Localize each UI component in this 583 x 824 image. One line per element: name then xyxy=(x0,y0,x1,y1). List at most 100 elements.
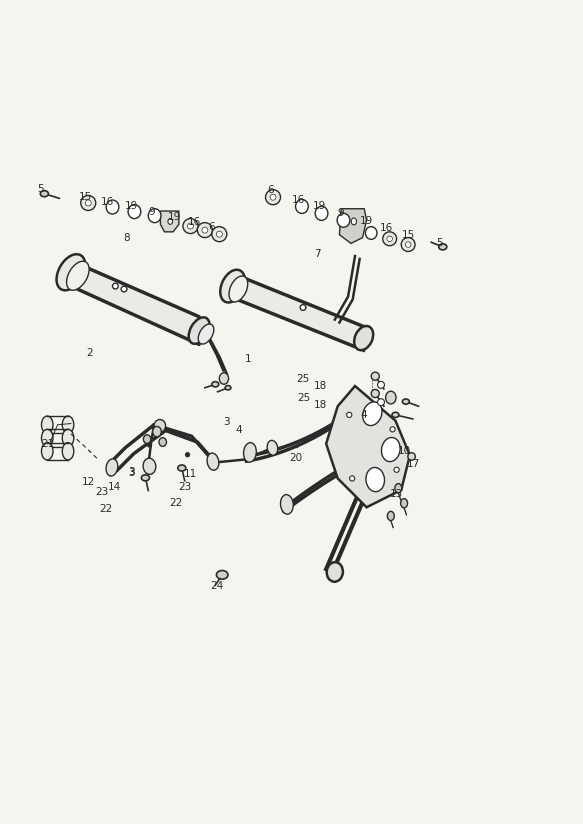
Ellipse shape xyxy=(405,241,411,247)
Polygon shape xyxy=(339,208,367,243)
Ellipse shape xyxy=(106,459,118,476)
Ellipse shape xyxy=(244,442,257,462)
Ellipse shape xyxy=(371,372,380,380)
Text: 9: 9 xyxy=(338,208,344,218)
Ellipse shape xyxy=(387,236,392,241)
Text: 8: 8 xyxy=(124,232,130,242)
Text: 25: 25 xyxy=(296,373,310,383)
Ellipse shape xyxy=(159,438,167,447)
Ellipse shape xyxy=(212,227,227,241)
Ellipse shape xyxy=(326,562,343,582)
Ellipse shape xyxy=(229,276,248,302)
Ellipse shape xyxy=(141,475,149,481)
Ellipse shape xyxy=(216,232,222,237)
Ellipse shape xyxy=(394,467,399,472)
Polygon shape xyxy=(326,386,410,508)
Text: 16: 16 xyxy=(380,223,394,233)
Ellipse shape xyxy=(189,317,209,344)
Text: 3: 3 xyxy=(128,467,134,477)
Text: 3: 3 xyxy=(223,418,230,428)
Text: 22: 22 xyxy=(99,504,112,514)
Ellipse shape xyxy=(225,386,231,390)
Text: 4: 4 xyxy=(360,410,367,420)
Ellipse shape xyxy=(408,452,415,461)
Text: 16: 16 xyxy=(292,194,305,204)
Ellipse shape xyxy=(183,218,198,233)
Text: 7: 7 xyxy=(314,249,321,259)
Ellipse shape xyxy=(270,194,276,200)
Ellipse shape xyxy=(147,442,152,447)
Ellipse shape xyxy=(80,195,96,210)
Ellipse shape xyxy=(366,227,377,239)
Ellipse shape xyxy=(143,435,151,443)
Ellipse shape xyxy=(402,399,409,405)
Ellipse shape xyxy=(280,494,293,514)
Text: 21: 21 xyxy=(41,439,54,449)
Ellipse shape xyxy=(41,416,53,433)
Text: 25: 25 xyxy=(297,393,311,403)
Ellipse shape xyxy=(62,442,74,460)
Ellipse shape xyxy=(143,458,156,475)
Text: 18: 18 xyxy=(314,400,327,410)
Text: 15: 15 xyxy=(79,192,92,202)
Ellipse shape xyxy=(128,204,141,218)
Ellipse shape xyxy=(207,453,219,471)
Ellipse shape xyxy=(392,412,399,418)
Ellipse shape xyxy=(202,227,208,233)
Text: 16: 16 xyxy=(188,217,201,227)
Ellipse shape xyxy=(401,499,408,508)
Ellipse shape xyxy=(401,237,415,251)
Ellipse shape xyxy=(385,391,396,404)
Text: 12: 12 xyxy=(82,477,95,488)
Ellipse shape xyxy=(378,382,384,388)
Ellipse shape xyxy=(148,208,161,222)
Polygon shape xyxy=(71,260,199,344)
Ellipse shape xyxy=(267,440,278,455)
Text: 14: 14 xyxy=(108,482,121,492)
Ellipse shape xyxy=(390,427,395,432)
Ellipse shape xyxy=(395,484,402,493)
Text: 23: 23 xyxy=(96,487,108,497)
Ellipse shape xyxy=(354,326,373,350)
Text: 22: 22 xyxy=(170,499,182,508)
Text: 13: 13 xyxy=(390,489,403,499)
Ellipse shape xyxy=(350,475,354,481)
Ellipse shape xyxy=(106,200,119,214)
Ellipse shape xyxy=(371,390,380,397)
Text: 4: 4 xyxy=(235,425,242,435)
Ellipse shape xyxy=(57,255,85,290)
Ellipse shape xyxy=(439,244,447,250)
Polygon shape xyxy=(233,274,364,350)
Text: 24: 24 xyxy=(210,582,223,592)
Ellipse shape xyxy=(212,382,219,387)
Ellipse shape xyxy=(382,232,396,246)
Ellipse shape xyxy=(153,427,161,437)
Text: 2: 2 xyxy=(86,348,93,358)
Ellipse shape xyxy=(188,223,194,229)
Text: 9: 9 xyxy=(149,207,155,217)
Text: 19: 19 xyxy=(124,201,138,212)
Ellipse shape xyxy=(168,218,173,224)
Ellipse shape xyxy=(220,269,245,302)
Ellipse shape xyxy=(337,213,350,227)
Ellipse shape xyxy=(62,416,74,433)
Text: 19: 19 xyxy=(360,216,373,226)
Text: 16: 16 xyxy=(101,197,114,207)
Text: 11: 11 xyxy=(184,470,197,480)
Ellipse shape xyxy=(219,372,229,384)
Text: 15: 15 xyxy=(402,230,415,241)
Text: 10: 10 xyxy=(398,447,410,456)
Text: 17: 17 xyxy=(408,459,420,469)
Ellipse shape xyxy=(378,399,384,405)
Ellipse shape xyxy=(85,200,92,206)
Ellipse shape xyxy=(296,199,308,213)
Text: 23: 23 xyxy=(178,482,191,492)
Text: 19: 19 xyxy=(312,201,326,212)
Ellipse shape xyxy=(198,324,214,344)
Ellipse shape xyxy=(185,452,190,457)
Ellipse shape xyxy=(41,429,53,447)
Polygon shape xyxy=(160,211,179,232)
Ellipse shape xyxy=(66,261,89,290)
Ellipse shape xyxy=(178,465,186,471)
Text: 20: 20 xyxy=(290,452,303,462)
